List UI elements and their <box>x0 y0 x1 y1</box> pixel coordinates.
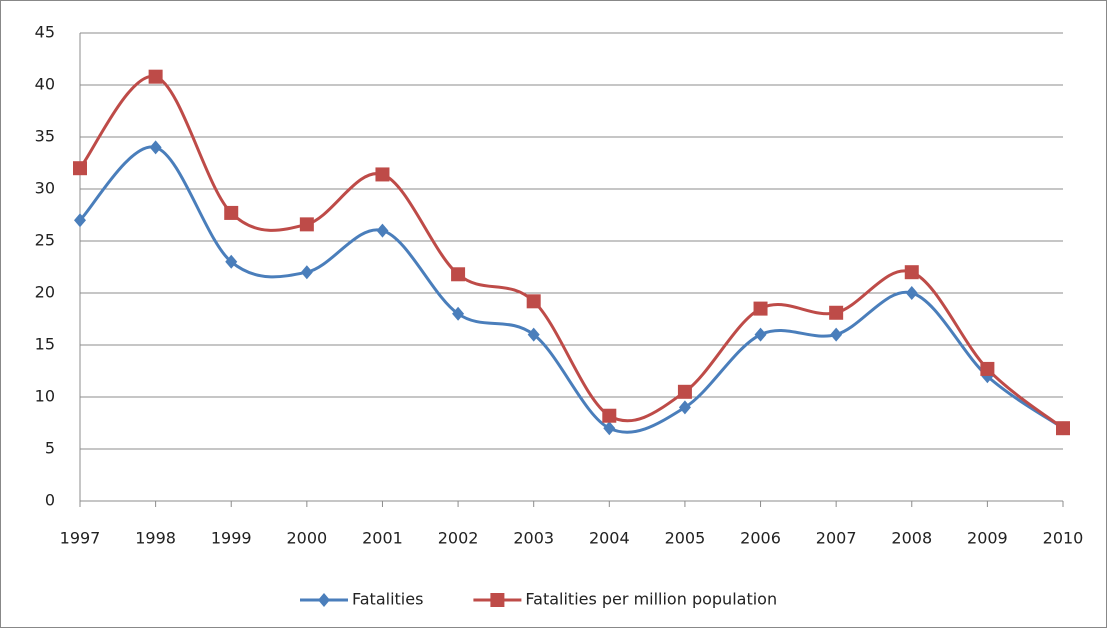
y-tick-label: 35 <box>35 127 55 146</box>
point <box>73 161 87 176</box>
point <box>830 327 843 342</box>
point <box>980 361 995 376</box>
x-tick-label: 2000 <box>286 529 327 548</box>
point <box>678 400 691 415</box>
x-tick-label: 1999 <box>211 529 252 548</box>
x-tick-label: 2004 <box>589 529 630 548</box>
point <box>905 286 918 300</box>
point <box>375 167 390 182</box>
y-tick-label: 10 <box>35 387 55 406</box>
y-tick-label: 0 <box>45 491 55 510</box>
point <box>1056 421 1070 436</box>
x-tick-label: 2006 <box>740 529 781 548</box>
point <box>376 223 389 238</box>
point <box>829 305 844 320</box>
point <box>149 140 162 155</box>
point <box>602 408 617 423</box>
y-tick-label: 40 <box>35 75 55 94</box>
y-tick-label: 5 <box>45 439 55 458</box>
point <box>225 254 238 269</box>
point <box>527 327 540 342</box>
x-tick-label: 1997 <box>60 529 101 548</box>
point <box>224 205 239 220</box>
point <box>904 265 919 280</box>
point <box>148 69 163 84</box>
point <box>74 213 86 228</box>
x-tick-label: 2008 <box>891 529 932 548</box>
legend-marker <box>490 593 505 607</box>
point <box>677 384 692 399</box>
point <box>753 301 768 316</box>
point <box>526 294 541 309</box>
y-tick-label: 15 <box>35 335 55 354</box>
x-tick-label: 2009 <box>967 529 1008 548</box>
point <box>451 267 466 282</box>
point <box>300 265 313 280</box>
point <box>452 306 465 321</box>
x-tick-label: 2002 <box>438 529 479 548</box>
legend-label: Fatalities per million population <box>525 590 777 609</box>
point <box>603 421 616 436</box>
y-tick-label: 45 <box>35 23 55 42</box>
x-tick-label: 2010 <box>1043 529 1084 548</box>
legend-marker <box>318 593 330 607</box>
legend-label: Fatalities <box>352 590 423 609</box>
x-tick-label: 2007 <box>816 529 857 548</box>
point <box>299 217 314 232</box>
x-tick-label: 1998 <box>135 529 176 548</box>
x-tick-label: 2005 <box>665 529 706 548</box>
point <box>754 327 767 342</box>
x-tick-label: 2003 <box>513 529 554 548</box>
y-tick-label: 25 <box>35 231 55 250</box>
y-tick-label: 20 <box>35 283 55 302</box>
y-tick-label: 30 <box>35 179 55 198</box>
x-tick-label: 2001 <box>362 529 403 548</box>
